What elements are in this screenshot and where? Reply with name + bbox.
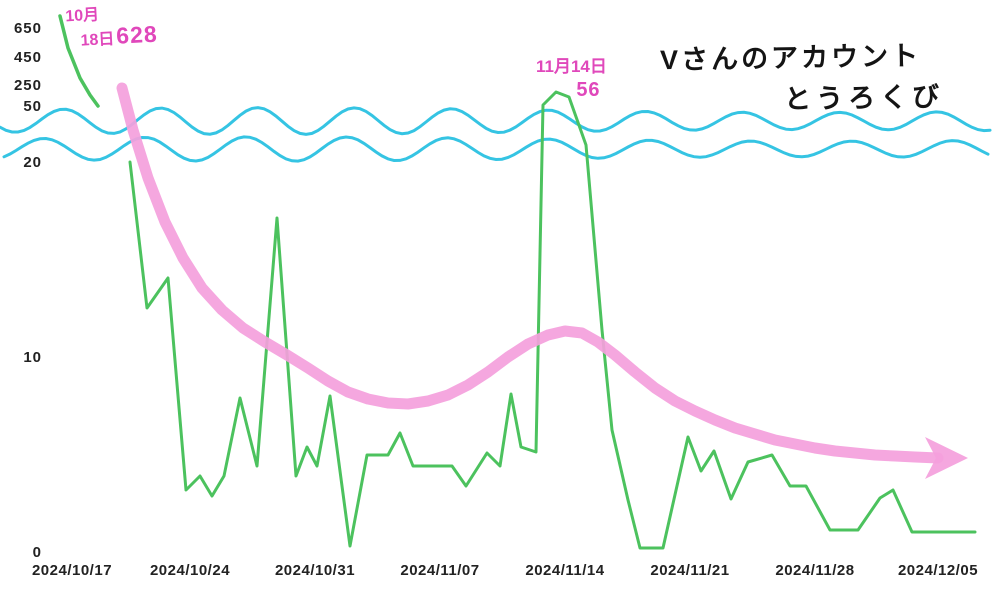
annotation-nov14-date: 11月14日 [536, 57, 607, 76]
x-tick-2024-10-17: 2024/10/17 [31, 562, 113, 579]
x-tick-2024-11-07: 2024/11/07 [400, 562, 480, 579]
annotation-nov14-value: 56 [576, 78, 601, 101]
x-tick-2024-10-24: 2024/10/24 [149, 562, 231, 579]
annotation-oct18-day-value: 18日628 [80, 20, 159, 50]
y-tick-10: 10 [23, 349, 42, 366]
axis-break-wave-2 [2, 135, 990, 163]
axis-break-wave-1 [0, 106, 992, 136]
y-tick-50: 50 [23, 98, 42, 115]
x-tick-2024-12-05: 2024/12/05 [897, 562, 979, 579]
x-tick-2024-11-21: 2024/11/21 [650, 562, 730, 579]
pink-arrowhead [925, 437, 968, 479]
x-tick-2024-10-31: 2024/10/31 [274, 562, 356, 579]
annotation-oct18-day: 18日 [80, 30, 115, 50]
annotation-nov14-56: 11月14日 56 [536, 57, 607, 101]
y-tick-20: 20 [23, 154, 42, 171]
annotation-oct18-628: 10月 18日628 [65, 4, 158, 52]
annotation-oct18-value: 628 [115, 20, 159, 49]
x-tick-2024-11-14: 2024/11/14 [525, 562, 605, 579]
green-series-line [128, 90, 977, 550]
y-tick-650: 650 [13, 20, 42, 37]
y-tick-250: 250 [13, 77, 42, 94]
y-tick-450: 450 [13, 49, 42, 66]
green-offscale-stroke [58, 14, 100, 108]
y-tick-0: 0 [32, 544, 42, 561]
pink-trend-line [116, 82, 944, 464]
chart-title-line2: とうろくび [783, 81, 945, 115]
chart-title-line1: Vさんのアカウント [659, 40, 922, 76]
x-tick-2024-11-28: 2024/11/28 [775, 562, 855, 579]
